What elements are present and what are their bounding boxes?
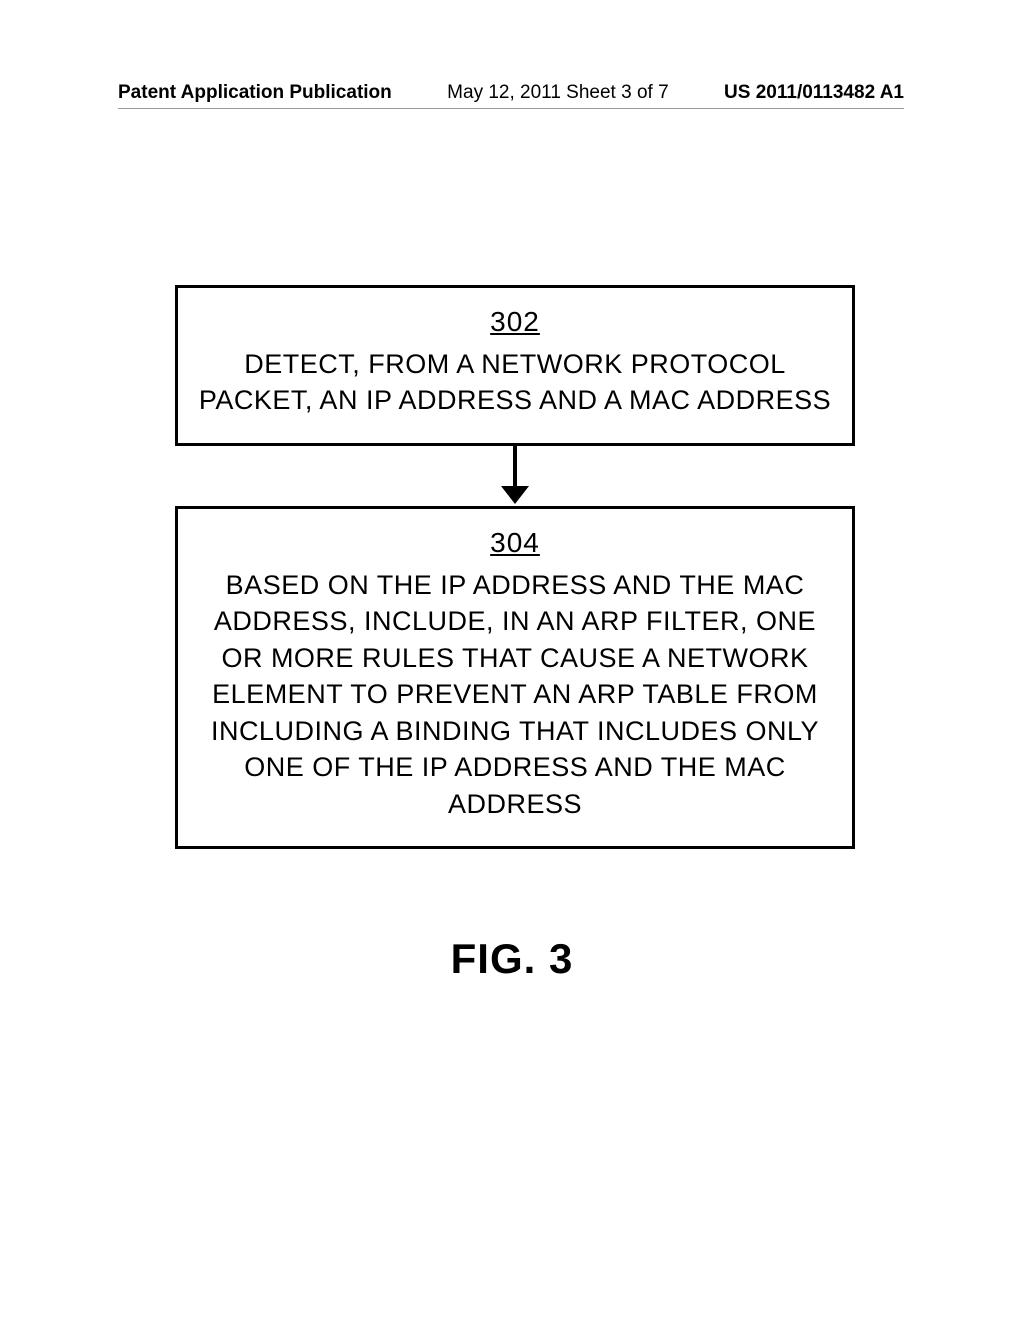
header-left: Patent Application Publication bbox=[118, 82, 392, 104]
page-header: Patent Application Publication May 12, 2… bbox=[118, 82, 904, 104]
flow-box-number: 304 bbox=[194, 527, 836, 559]
flow-box-number: 302 bbox=[194, 306, 836, 338]
header-middle: May 12, 2011 Sheet 3 of 7 bbox=[447, 82, 668, 104]
flowchart: 302 DETECT, FROM A NETWORK PROTOCOL PACK… bbox=[175, 285, 855, 849]
flow-box-304: 304 BASED ON THE IP ADDRESS AND THE MAC … bbox=[175, 506, 855, 849]
header-rule bbox=[118, 108, 904, 109]
flow-box-text: DETECT, FROM A NETWORK PROTOCOL PACKET, … bbox=[194, 346, 836, 419]
flow-box-302: 302 DETECT, FROM A NETWORK PROTOCOL PACK… bbox=[175, 285, 855, 446]
arrow-down-icon bbox=[495, 446, 535, 506]
page: Patent Application Publication May 12, 2… bbox=[0, 0, 1024, 1320]
flow-arrow bbox=[175, 446, 855, 506]
flow-box-text: BASED ON THE IP ADDRESS AND THE MAC ADDR… bbox=[194, 567, 836, 822]
header-right: US 2011/0113482 A1 bbox=[724, 82, 904, 104]
figure-label: FIG. 3 bbox=[0, 935, 1024, 983]
